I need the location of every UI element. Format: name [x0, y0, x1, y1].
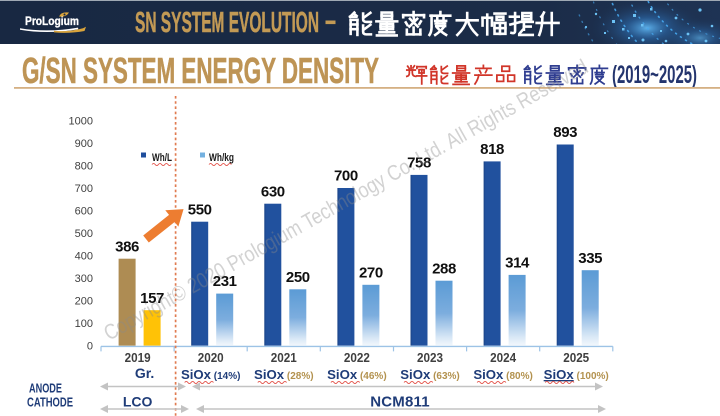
svg-text:SiOx (63%): SiOx (63%): [400, 367, 460, 382]
svg-text:335: 335: [578, 250, 602, 267]
svg-text:Wh/kg: Wh/kg: [209, 152, 234, 164]
svg-text:157: 157: [140, 290, 164, 307]
svg-text:(2019~2025): (2019~2025): [612, 61, 697, 89]
svg-text:NCM811: NCM811: [370, 394, 430, 411]
svg-text:ProLogium: ProLogium: [25, 14, 79, 28]
svg-text:900: 900: [75, 138, 93, 150]
svg-text:314: 314: [505, 255, 530, 272]
svg-text:SiOx (14%): SiOx (14%): [181, 367, 241, 382]
svg-text:250: 250: [286, 269, 310, 286]
svg-text:2021: 2021: [271, 350, 297, 365]
svg-text:231: 231: [213, 273, 237, 290]
svg-text:CATHODE: CATHODE: [27, 396, 73, 410]
svg-text:Gr.: Gr.: [135, 365, 154, 381]
svg-text:700: 700: [75, 183, 93, 195]
svg-text:630: 630: [261, 183, 285, 200]
svg-text:800: 800: [75, 160, 93, 172]
svg-text:SN SYSTEM EVOLUTION: SN SYSTEM EVOLUTION: [135, 7, 319, 39]
svg-text:2023: 2023: [417, 350, 443, 365]
svg-text:2025: 2025: [563, 350, 589, 365]
svg-text:386: 386: [115, 238, 139, 255]
svg-text:758: 758: [407, 155, 431, 172]
svg-text:2019: 2019: [125, 350, 151, 365]
svg-text:Wh/L: Wh/L: [152, 152, 172, 164]
svg-text:G/SN SYSTEM ENERGY DENSITY: G/SN SYSTEM ENERGY DENSITY: [22, 50, 379, 91]
svg-text:SiOx (46%): SiOx (46%): [327, 367, 387, 382]
svg-text:550: 550: [188, 201, 212, 218]
svg-text:500: 500: [75, 228, 93, 240]
svg-text:SiOx (80%): SiOx (80%): [473, 367, 533, 382]
svg-text:818: 818: [480, 141, 504, 158]
svg-text:0: 0: [87, 341, 93, 353]
svg-text:400: 400: [75, 251, 93, 263]
svg-text:893: 893: [553, 124, 577, 141]
svg-text:2022: 2022: [344, 350, 370, 365]
svg-text:2020: 2020: [198, 350, 224, 365]
svg-text:700: 700: [334, 168, 358, 185]
svg-text:LCO: LCO: [123, 394, 153, 410]
svg-text:1000: 1000: [69, 115, 93, 127]
svg-text:288: 288: [432, 260, 456, 277]
svg-text:SiOx (28%): SiOx (28%): [254, 367, 314, 382]
svg-text:SiOx (100%): SiOx (100%): [544, 367, 609, 382]
svg-text:2024: 2024: [490, 350, 517, 365]
svg-text:600: 600: [75, 206, 93, 218]
svg-text:100: 100: [75, 318, 93, 330]
svg-text:270: 270: [359, 264, 383, 281]
svg-text:200: 200: [75, 296, 93, 308]
svg-text:300: 300: [75, 273, 93, 285]
svg-text:ANODE: ANODE: [29, 382, 62, 396]
